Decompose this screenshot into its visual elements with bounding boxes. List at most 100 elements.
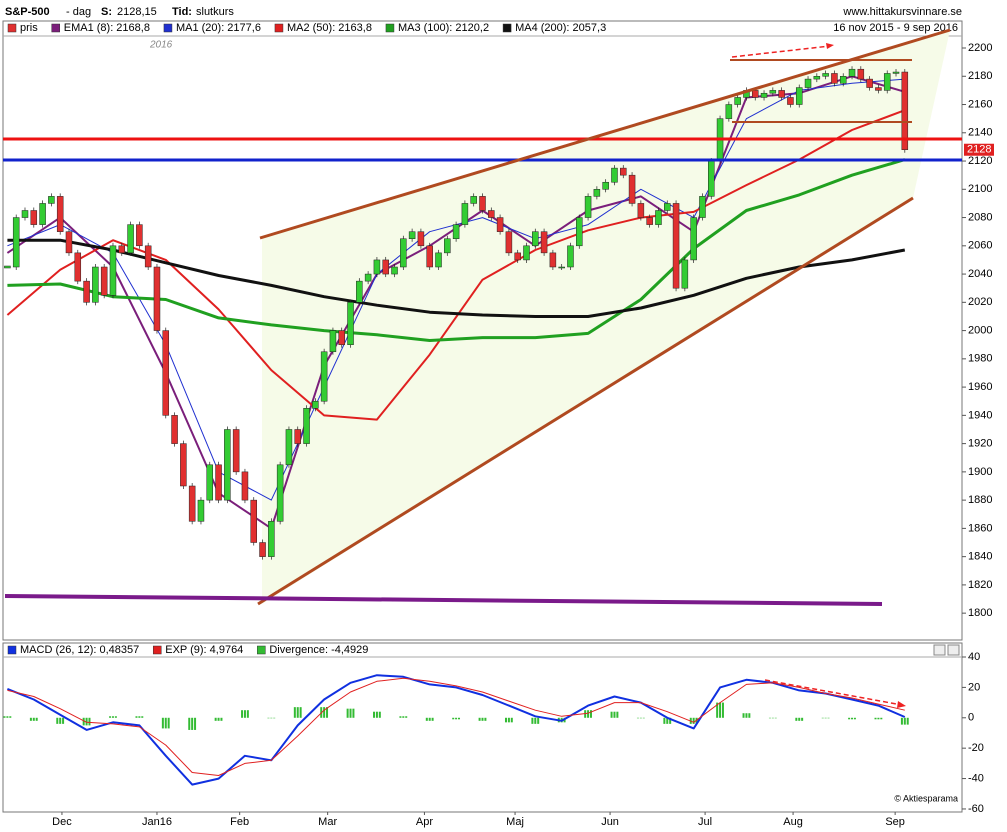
candle — [822, 73, 829, 77]
divergence-bar — [299, 707, 302, 718]
divergence-bar — [326, 707, 329, 718]
divergence-bar — [716, 702, 719, 718]
divergence-bar — [88, 717, 91, 726]
candle — [347, 302, 354, 345]
date-range: 16 nov 2015 - 9 sep 2016 — [833, 22, 958, 34]
candle — [593, 189, 601, 197]
trend-line-upper — [259, 28, 951, 240]
divergence-bar — [452, 717, 455, 720]
candle — [470, 196, 477, 204]
y-tick-label: 2120 — [968, 155, 992, 167]
y-tick-label: 2100 — [968, 183, 992, 195]
candle — [646, 217, 653, 225]
divergence-bar — [56, 717, 59, 724]
candle — [558, 266, 565, 269]
candle — [839, 76, 847, 84]
divergence-bar — [745, 713, 748, 718]
candle — [320, 351, 328, 402]
divergence-bar — [900, 717, 903, 725]
trend-line-lower — [257, 196, 914, 606]
zoom-button[interactable] — [933, 644, 946, 656]
x-tick-label: Maj — [506, 816, 524, 828]
y-tick-label: 40 — [968, 651, 980, 663]
last-text: 2128,15 — [117, 6, 157, 18]
legend-label: MACD (26, 12): 0,48357 — [20, 644, 139, 656]
candle — [892, 71, 900, 74]
period: - dag — [66, 6, 91, 18]
candle — [664, 203, 671, 211]
candle — [628, 174, 636, 204]
legend-swatch — [502, 23, 512, 33]
divergence-bar — [273, 717, 276, 719]
divergence-bar — [188, 717, 191, 730]
candle — [857, 68, 865, 80]
series-line — [7, 677, 905, 776]
y-tick-label: 1980 — [968, 353, 992, 365]
candle — [400, 238, 407, 268]
divergence-bar — [3, 716, 6, 718]
x-tick-label: Apr — [416, 816, 433, 828]
candle — [444, 238, 451, 254]
plot: 1800 1820 1840 1860 1880 1900 1920 1940 1960 1980… — [3, 22, 994, 828]
divergence-bar — [798, 717, 801, 721]
year-label: 2016 — [149, 40, 173, 51]
divergence-bar — [666, 717, 669, 724]
y-tick-label: 2180 — [968, 70, 992, 82]
divergence-bar — [510, 717, 513, 723]
divergence-bar — [669, 717, 672, 724]
y-tick-label: 1960 — [968, 381, 992, 393]
divergence-bar — [323, 707, 326, 718]
candle — [831, 73, 838, 84]
x-tick-label: Aug — [783, 816, 803, 828]
divergence-bar — [481, 717, 484, 721]
divergence-bar — [293, 707, 296, 718]
y-tick-label: 1820 — [968, 579, 992, 591]
divergence-bar — [636, 717, 639, 719]
divergence-bar — [824, 717, 827, 719]
candle — [136, 224, 143, 247]
candle — [329, 330, 337, 353]
legend-label: MA1 (20): 2177,6 — [176, 22, 261, 34]
divergence-bar — [109, 716, 112, 718]
candle — [620, 167, 627, 176]
x-tick-label: Feb — [230, 816, 249, 828]
candle — [153, 266, 161, 331]
candle — [523, 245, 530, 261]
divergence-bar — [610, 711, 613, 718]
y-tick-label: 20 — [968, 681, 980, 693]
last-marker — [964, 143, 994, 156]
divergence-bar — [458, 717, 461, 720]
candle — [496, 217, 504, 232]
divergence-bar — [111, 716, 114, 718]
divergence-bar — [531, 717, 534, 724]
divergence-bar — [478, 717, 481, 721]
divergence-bar — [349, 708, 352, 718]
divergence-bar — [616, 711, 619, 718]
time-text: slutkurs — [196, 6, 234, 18]
zoom-button[interactable] — [947, 644, 960, 656]
candle — [118, 245, 126, 254]
divergence-bar — [639, 717, 642, 719]
y-tick-label: 2200 — [968, 42, 992, 54]
legend-label: EXP (9): 4,9764 — [165, 644, 243, 656]
candle — [12, 217, 20, 268]
divergence-bar — [695, 717, 698, 724]
legend-label: MA2 (50): 2163,8 — [287, 22, 372, 34]
candle — [39, 203, 46, 225]
legend-swatch — [274, 23, 284, 33]
source: www.hittakursvinnare.se — [842, 6, 962, 18]
macd-panel — [2, 642, 963, 813]
y-tick-label: 0 — [968, 712, 974, 724]
candle — [408, 231, 416, 239]
candle — [65, 231, 73, 254]
candle — [232, 429, 240, 473]
arrow-head — [826, 43, 834, 49]
divergence-bar — [217, 717, 220, 721]
time-caption: Tid: — [172, 6, 192, 18]
dashed-arrow — [731, 45, 831, 58]
candle — [532, 231, 539, 247]
candle — [576, 217, 583, 247]
legend-swatch — [163, 23, 173, 33]
divergence-bar — [795, 717, 798, 721]
divergence-bar — [35, 717, 38, 721]
